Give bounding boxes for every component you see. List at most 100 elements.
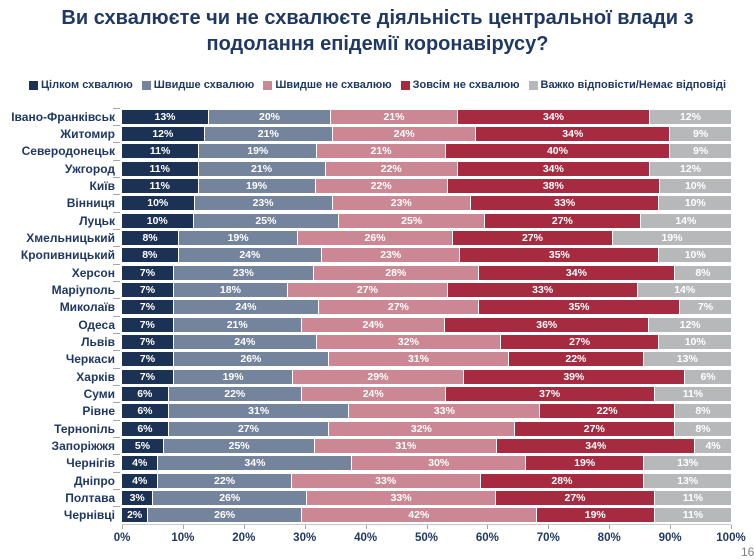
bar-segment: 25% [192, 213, 339, 228]
segment-label: 27% [564, 491, 586, 504]
segment-label: 7% [697, 301, 714, 314]
segment-label: 21% [383, 110, 405, 123]
segment-label: 27% [521, 231, 543, 244]
row-label: Суми [83, 386, 115, 401]
segment-label: 26% [214, 509, 236, 522]
segment-label: 42% [408, 509, 430, 522]
segment-label: 32% [410, 422, 432, 435]
bar-segment: 30% [351, 456, 526, 471]
x-tick-mark [365, 525, 367, 529]
bar-segment: 31% [327, 352, 509, 367]
bar-segment: 23% [321, 248, 460, 263]
segment-label: 34% [542, 110, 564, 123]
segment-label: 33% [390, 491, 412, 504]
segment-label: 33% [433, 405, 455, 418]
segment-label: 6% [137, 387, 153, 400]
row-bars: 6% 22% 24% 37% 11% [113, 384, 731, 401]
row-label: Ужгород [64, 161, 115, 176]
bar-segment: 40% [444, 144, 670, 159]
bar-segment: 3% [122, 490, 153, 505]
bar-segment: 2% [122, 508, 148, 523]
bar-segment: 22% [157, 473, 291, 488]
bar-segment: 7% [122, 282, 173, 297]
x-tick-label: 60% [475, 532, 499, 544]
row-label: Київ [89, 178, 115, 193]
bar-row: Запоріжжя 5% 25% 31% 34% 4% [0, 436, 731, 454]
legend-label: Цілком схвалюю [40, 79, 133, 91]
bar-segment: 26% [297, 230, 452, 245]
segment-label: 19% [227, 231, 249, 244]
segment-label: 13% [677, 457, 699, 470]
row-bars: 10% 25% 25% 27% 14% [113, 211, 732, 228]
bar-segment: 14% [639, 213, 732, 228]
segment-label: 13% [676, 353, 698, 366]
segment-label: 22% [596, 405, 618, 418]
segment-label: 25% [401, 214, 423, 227]
bar-segment: 31% [167, 404, 349, 419]
row-label: Хмельницький [26, 230, 115, 245]
row-label: Одеса [78, 317, 115, 332]
bar-segment: 19% [525, 456, 644, 471]
legend-item: Швидше схвалюю [141, 79, 254, 91]
segment-label: 7% [139, 318, 155, 331]
row-label: Чернівці [63, 508, 115, 523]
segment-label: 19% [574, 457, 596, 470]
bar-segment: 33% [306, 490, 496, 505]
segment-label: 10% [684, 335, 706, 348]
segment-label: 24% [362, 387, 384, 400]
bar-segment: 23% [193, 196, 332, 211]
segment-label: 23% [232, 266, 254, 279]
x-tick-mark [609, 525, 611, 529]
segment-label: 3% [129, 491, 145, 504]
segment-label: 21% [257, 127, 279, 140]
segment-label: 21% [251, 162, 273, 175]
bar-segment: 24% [331, 126, 476, 141]
bar-segment: 11% [122, 178, 198, 193]
segment-label: 11% [682, 491, 704, 504]
segment-label: 26% [364, 231, 386, 244]
segment-label: 24% [235, 301, 257, 314]
row-label: Маріуполь [51, 282, 115, 297]
bar-segment: 10% [122, 213, 193, 228]
bar-row: Херсон 7% 23% 28% 34% 8% [0, 263, 731, 281]
bar-segment: 24% [177, 248, 322, 263]
bar-segment: 6% [122, 421, 168, 436]
segment-label: 10% [684, 249, 706, 262]
bar-segment: 25% [163, 438, 315, 453]
segment-label: 19% [584, 509, 606, 522]
row-label: Вінниця [66, 196, 115, 211]
x-tick-label: 90% [658, 532, 682, 544]
bar-segment: 34% [496, 438, 695, 453]
bar-segment: 34% [457, 109, 649, 124]
bar-row: Луцьк 10% 25% 25% 27% 14% [0, 211, 732, 229]
bar-segment: 34% [456, 161, 649, 176]
bar-segment: 35% [477, 300, 679, 315]
segment-label: 24% [362, 318, 384, 331]
x-tick-mark [548, 525, 550, 529]
legend-swatch [528, 80, 538, 90]
segment-label: 27% [551, 214, 573, 227]
x-tick-mark [304, 525, 306, 529]
bar-segment: 27% [495, 490, 654, 505]
segment-label: 7% [139, 353, 156, 366]
segment-label: 20% [258, 110, 280, 123]
segment-label: 21% [226, 318, 248, 331]
segment-label: 6% [700, 370, 716, 383]
x-tick-label: 0% [113, 532, 131, 544]
row-label: Луцьк [79, 213, 115, 228]
bar-row: Чернівці 2% 26% 42% 19% 11% [0, 506, 731, 524]
segment-label: 34% [542, 162, 564, 175]
bar-segment: 24% [173, 300, 318, 315]
bar-segment: 7% [122, 369, 173, 384]
bar-row: Северодонецьк 11% 19% 21% 40% 9% [0, 142, 731, 160]
row-label: Івано-Франківськ [11, 109, 115, 124]
row-bars: 11% 21% 22% 34% 12% [113, 159, 732, 176]
page-title: Ви схвалюєте чи не схвалюєте діяльність … [61, 7, 694, 56]
row-label: Рівне [82, 404, 115, 419]
bar-segment: 7% [122, 265, 173, 280]
bar-segment: 28% [479, 473, 644, 488]
segment-label: 27% [583, 422, 605, 435]
bar-segment: 21% [330, 109, 457, 124]
segment-label: 27% [569, 335, 591, 348]
